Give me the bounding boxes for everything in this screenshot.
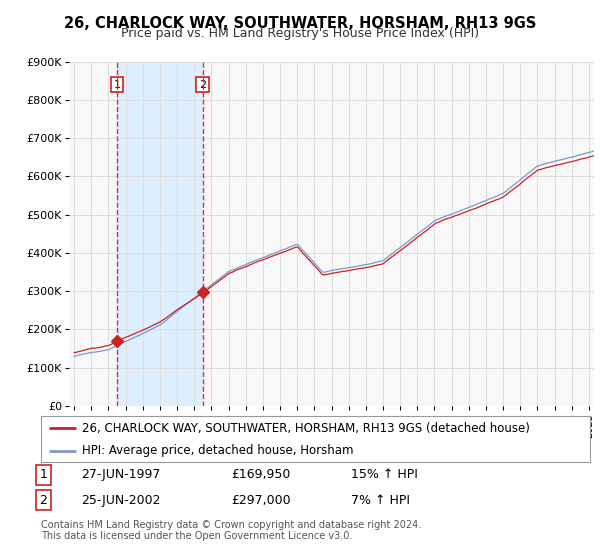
Text: 2: 2 <box>199 80 206 90</box>
Text: £169,950: £169,950 <box>231 468 290 481</box>
Text: £297,000: £297,000 <box>231 494 290 507</box>
Text: 27-JUN-1997: 27-JUN-1997 <box>81 468 160 481</box>
Text: 15% ↑ HPI: 15% ↑ HPI <box>351 468 418 481</box>
Text: Contains HM Land Registry data © Crown copyright and database right 2024.
This d: Contains HM Land Registry data © Crown c… <box>41 520 421 542</box>
Bar <box>117 62 203 406</box>
Text: 2: 2 <box>39 494 47 507</box>
Text: 7% ↑ HPI: 7% ↑ HPI <box>351 494 410 507</box>
Text: 26, CHARLOCK WAY, SOUTHWATER, HORSHAM, RH13 9GS: 26, CHARLOCK WAY, SOUTHWATER, HORSHAM, R… <box>64 16 536 31</box>
Text: 1: 1 <box>39 468 47 481</box>
Text: 25-JUN-2002: 25-JUN-2002 <box>81 494 161 507</box>
Text: 1: 1 <box>113 80 121 90</box>
Text: 26, CHARLOCK WAY, SOUTHWATER, HORSHAM, RH13 9GS (detached house): 26, CHARLOCK WAY, SOUTHWATER, HORSHAM, R… <box>82 422 530 435</box>
Text: HPI: Average price, detached house, Horsham: HPI: Average price, detached house, Hors… <box>82 444 353 457</box>
Text: Price paid vs. HM Land Registry's House Price Index (HPI): Price paid vs. HM Land Registry's House … <box>121 27 479 40</box>
